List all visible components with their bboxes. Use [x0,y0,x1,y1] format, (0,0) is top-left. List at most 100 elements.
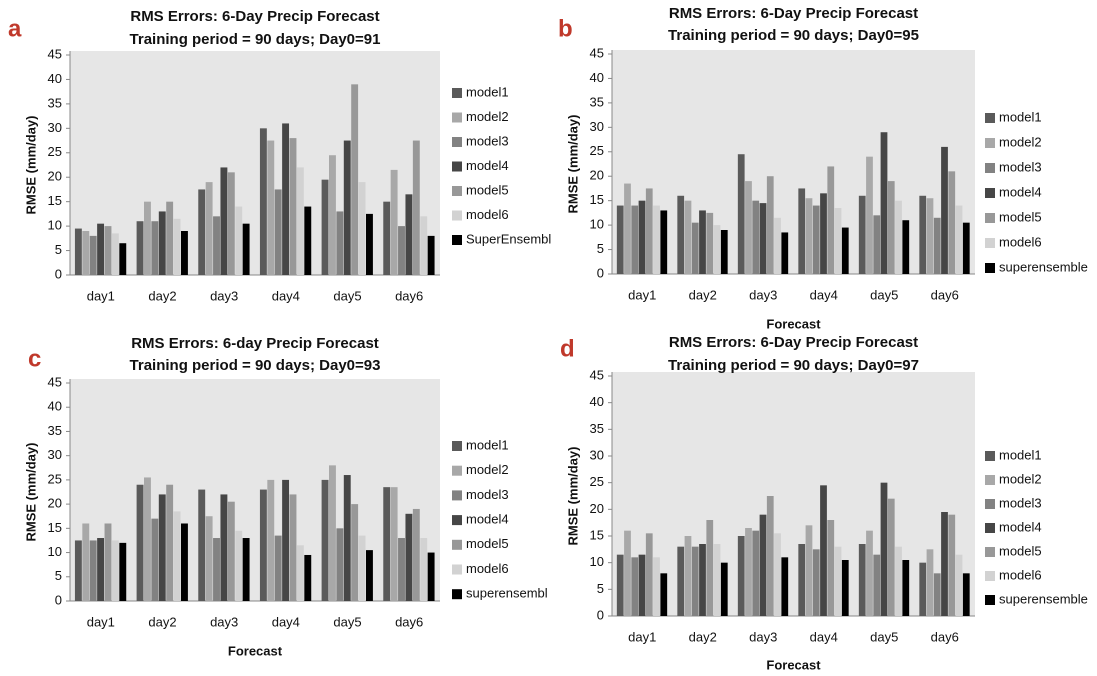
bar [144,201,151,275]
bar [713,544,721,616]
bar [158,494,166,601]
bar [895,546,902,616]
legend-swatch [985,547,995,557]
bar [774,533,781,616]
legend-label: model2 [999,471,1042,486]
bar [329,155,336,275]
bar [895,200,902,274]
bar [866,530,873,616]
bar [805,198,813,274]
bar [427,552,435,601]
bar [351,84,359,275]
bar [181,523,188,601]
bar [89,235,97,275]
x-tick-label: day1 [87,614,115,629]
y-tick-label: 40 [48,399,62,414]
bar [304,554,312,601]
bar [774,217,781,274]
y-tick-label: 20 [590,501,604,516]
bar [805,525,813,616]
legend-swatch [985,571,995,581]
bar [955,554,963,616]
y-tick-label: 0 [55,266,62,281]
x-axis-label: Forecast [766,657,821,672]
bar [289,494,297,601]
bar [873,554,881,616]
bar [745,181,752,274]
bar [631,557,639,616]
plot-area [70,379,440,601]
bar [336,528,344,601]
bar [638,554,646,616]
x-tick-label: day2 [148,614,176,629]
bar [151,518,159,601]
legend-label: SuperEnsembl [466,231,551,246]
y-tick-label: 0 [597,607,604,622]
bar [926,198,934,274]
bar [631,205,639,274]
y-tick-label: 30 [590,119,604,134]
chart-title: RMS Errors: 6-Day Precip Forecast [669,5,918,22]
bar [684,536,692,616]
legend-swatch [452,88,462,98]
bar [321,179,329,275]
bar [274,189,282,275]
legend-swatch [985,475,995,485]
bar [390,487,398,601]
bar [235,530,243,601]
x-tick-label: day5 [333,614,361,629]
bar [737,536,745,616]
x-tick-label: day5 [333,288,361,303]
y-axis-label: RMSE (mm/day) [23,116,38,215]
legend-label: model1 [466,437,509,452]
bar [624,530,631,616]
bar [366,550,373,601]
bar [933,573,941,616]
x-tick-label: day1 [628,287,656,302]
bar [752,200,760,274]
legend-label: model6 [999,567,1042,582]
y-tick-label: 25 [590,474,604,489]
legend-label: model2 [466,462,509,477]
bar [887,181,895,274]
y-tick-label: 35 [48,423,62,438]
bar [383,201,391,275]
y-tick-label: 30 [48,447,62,462]
legend-label: model1 [466,84,509,99]
legend-label: model3 [466,487,509,502]
chart-subtitle: Training period = 90 days; Day0=91 [130,31,381,48]
bar [677,195,685,274]
y-tick-label: 15 [590,527,604,542]
y-tick-label: 25 [48,471,62,486]
bar [720,230,728,274]
bar [412,140,420,275]
y-tick-label: 5 [597,241,604,256]
legend-label: model2 [999,134,1042,149]
bar [343,140,351,275]
legend-label: model6 [466,561,509,576]
bar [766,496,774,616]
bar [151,221,159,275]
bar [82,523,90,601]
bar [158,211,166,275]
bar [827,166,835,274]
legend-label: superensemble [999,591,1088,606]
bar [144,477,151,601]
bar [880,132,888,274]
y-tick-label: 15 [590,192,604,207]
bar [296,545,304,601]
legend-swatch [452,515,462,526]
bar [699,210,706,274]
legend-swatch [985,163,995,173]
y-tick-label: 10 [590,554,604,569]
y-tick-label: 30 [48,120,62,135]
legend-swatch [985,451,995,461]
bar [205,516,213,601]
panel-label: b [558,15,573,42]
x-tick-label: day2 [148,288,176,303]
bar [104,226,112,275]
bar [267,479,275,601]
y-tick-label: 45 [590,45,604,60]
legend-swatch [985,113,995,123]
bar [858,544,866,616]
